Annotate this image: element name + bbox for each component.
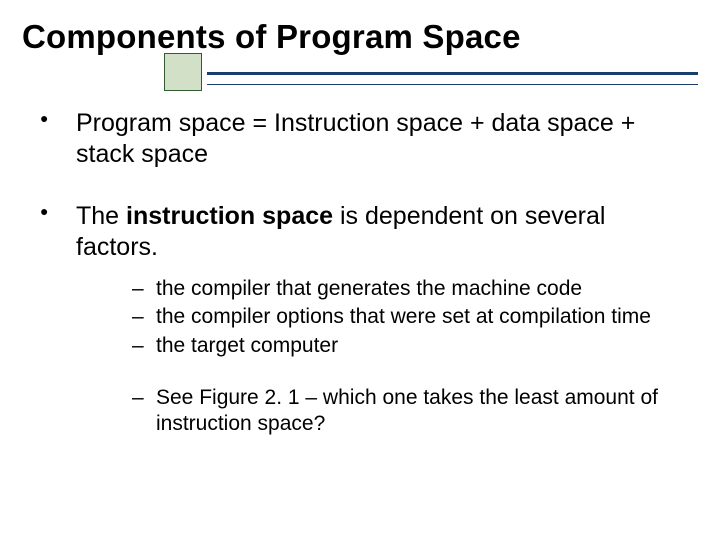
bullet-text-pre: The bbox=[76, 202, 126, 230]
sub-bullet-text: the compiler options that were set at co… bbox=[156, 305, 651, 328]
sub-bullet-item: the target computer bbox=[132, 333, 690, 359]
slide-title: Components of Program Space bbox=[22, 18, 698, 56]
sub-bullet-group: the compiler that generates the machine … bbox=[132, 276, 690, 437]
accent-square-icon bbox=[164, 53, 202, 91]
rule-thin bbox=[207, 84, 698, 85]
sub-bullet-item: the compiler that generates the machine … bbox=[132, 276, 690, 302]
slide-body: Program space = Instruction space + data… bbox=[40, 108, 690, 469]
sub-bullet-text: See Figure 2. 1 – which one takes the le… bbox=[156, 386, 658, 435]
bullet-item: The instruction space is dependent on se… bbox=[40, 201, 690, 437]
bullet-text: Program space = Instruction space + data… bbox=[76, 109, 635, 168]
title-region: Components of Program Space bbox=[22, 18, 698, 72]
sub-bullet-item: the compiler options that were set at co… bbox=[132, 304, 690, 330]
sub-bullet-text: the compiler that generates the machine … bbox=[156, 277, 582, 300]
sub-bullet-item: See Figure 2. 1 – which one takes the le… bbox=[132, 385, 690, 438]
slide: Components of Program Space Program spac… bbox=[0, 0, 720, 540]
bullet-text-bold: instruction space bbox=[126, 202, 333, 230]
sub-bullet-text: the target computer bbox=[156, 334, 338, 357]
spacer bbox=[132, 361, 690, 385]
rule-thick bbox=[207, 72, 698, 75]
bullet-item: Program space = Instruction space + data… bbox=[40, 108, 690, 169]
